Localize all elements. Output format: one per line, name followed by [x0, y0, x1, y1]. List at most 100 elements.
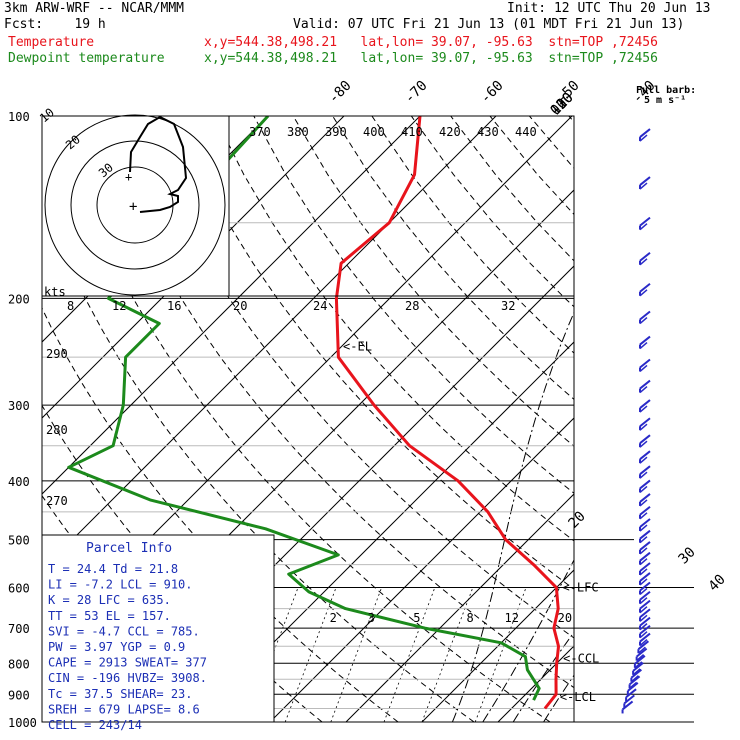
wind-barb-flag	[639, 493, 651, 503]
dry-adiabat-line	[687, 116, 740, 722]
mixing-ratio-label: 2	[330, 611, 337, 625]
dewpoint-legend-label: Dewpoint temperature	[8, 51, 165, 66]
wind-barb-flag	[639, 536, 648, 544]
pressure-tick-label: 1000	[8, 716, 37, 730]
wind-barb-flag	[630, 675, 639, 683]
wind-barb-flag	[639, 505, 651, 516]
wind-barb-flag	[639, 358, 651, 369]
full-barb-value: 5 m s⁻¹	[644, 95, 687, 106]
wind-barb-flag	[639, 471, 648, 479]
parcel-info-row: CELL = 243/14	[48, 718, 142, 732]
wind-barb-flag	[639, 223, 648, 231]
wind-barb-flag	[627, 682, 639, 692]
wind-barb-flag	[630, 668, 642, 679]
wind-barb-flag	[639, 289, 648, 297]
wind-barb-flag	[637, 646, 646, 654]
parcel-info-row: K = 28 LFC = 635.	[48, 593, 171, 607]
wind-barb-flag	[639, 631, 648, 639]
parcel-info-row: SREH = 679 LAPSE= 8.6	[48, 702, 200, 716]
wind-barb-flag	[639, 597, 648, 605]
wind-barb-flag	[639, 499, 648, 507]
wind-barb-flag	[639, 616, 651, 627]
wind-barb-flag	[639, 440, 648, 448]
wind-barb-flag	[625, 688, 637, 698]
theta-top-label: 430	[477, 125, 499, 139]
mixing-ratio-line	[330, 587, 383, 722]
parcel-info-row: T = 24.4 Td = 21.8	[48, 562, 178, 576]
parcel-info-row: SVI = -4.7 CCL = 785.	[48, 624, 200, 638]
hodograph-speed-label: 8	[67, 299, 74, 313]
isotherm-line	[269, 417, 574, 722]
theta-left-label: 280	[46, 423, 68, 437]
isotherm-line	[193, 341, 574, 722]
wind-barb-flag	[639, 364, 648, 373]
dewpoint-legend-info: x,y=544.38,498.21 lat,lon= 39.07, -95.63…	[204, 51, 658, 66]
wind-barb-flag	[632, 662, 644, 672]
wind-barb-flag	[636, 654, 645, 662]
wind-barb-flag	[639, 512, 648, 520]
hodograph-origin-marker: +	[129, 199, 137, 215]
theta-top-label: 380	[287, 125, 309, 139]
wind-barb-flag	[639, 216, 651, 227]
wind-barb-flag	[639, 310, 651, 321]
hodograph-speed-label: 24	[313, 299, 327, 313]
wind-barb-flag	[639, 608, 651, 619]
isotherm-top-label: -80	[326, 78, 355, 107]
parcel-info-row: CIN = -196 HVBZ= 3908.	[48, 671, 207, 685]
wind-barb-flag	[639, 182, 648, 190]
wind-barb-flag	[639, 479, 651, 490]
dewpoint-profile-line	[67, 116, 541, 701]
wind-barb-flag	[639, 632, 651, 643]
wind-barb-flag	[639, 623, 648, 631]
wind-barb-flag	[639, 405, 648, 413]
wind-barb-flag	[639, 456, 648, 464]
moist-adiabat-line	[512, 631, 574, 722]
parcel-info-row: LI = -7.2 LCL = 910.	[48, 578, 193, 592]
mixing-ratio-label: 5	[413, 611, 420, 625]
wind-barb-flag	[639, 614, 648, 622]
isotherm-line	[421, 569, 574, 722]
header-line1-left: 3km ARW-WRF -- NCAR/MMM	[4, 1, 185, 16]
wind-barb-flag	[639, 485, 648, 494]
plot-frame	[41, 115, 575, 723]
parcel-info-row: PW = 3.97 YGP = 0.9	[48, 640, 185, 654]
wind-barb-flag	[639, 547, 648, 555]
wind-barb-flag	[639, 434, 651, 444]
dry-adiabat-line	[608, 116, 740, 722]
mixing-ratio-line	[284, 587, 337, 722]
wind-barb-flag	[639, 562, 651, 572]
header-valid: Valid: 07 UTC Fri 21 Jun 13 (01 MDT Fri …	[293, 17, 685, 32]
wind-barb-flag	[639, 385, 648, 394]
wind-barb-group	[621, 128, 651, 714]
theta-top-label: 400	[363, 125, 385, 139]
wind-barb-flag	[639, 551, 651, 562]
mixing-ratio-label: 12	[504, 611, 518, 625]
moist-adiabat-line	[543, 674, 574, 722]
isotherm-line	[42, 116, 421, 495]
dry-adiabat-line	[214, 116, 574, 542]
isotherm-top-label: -70	[402, 78, 431, 107]
wind-barb-flag	[639, 599, 651, 610]
isotherm-line	[650, 116, 740, 722]
wind-barb-flag	[639, 399, 651, 409]
wind-barb-flag	[639, 423, 648, 431]
temperature-legend-info: x,y=544.38,498.21 lat,lon= 39.07, -95.63…	[204, 35, 658, 50]
pressure-tick-label: 800	[8, 657, 30, 671]
pressure-tick-label: 100	[8, 110, 30, 124]
isotherm-line	[345, 493, 574, 722]
theta-left-label: 290	[46, 347, 68, 361]
parcel-info-row: TT = 53 EL = 157.	[48, 609, 171, 623]
wind-barb-flag	[639, 417, 651, 428]
wind-barb-flag	[637, 640, 650, 650]
wind-barb-flag	[636, 647, 648, 658]
temperature-profile-line	[334, 116, 560, 710]
theta-top-label: 440	[515, 125, 537, 139]
wind-barb-flag	[639, 590, 651, 601]
pressure-tick-label: 700	[8, 622, 30, 636]
wind-barb-flag	[639, 282, 651, 293]
hodograph-cross-plus: +	[125, 170, 132, 184]
theta-top-label: 390	[325, 125, 347, 139]
wind-barb-flag	[639, 572, 651, 582]
hodograph-ring	[70, 140, 200, 270]
isotherm-line	[42, 116, 345, 419]
